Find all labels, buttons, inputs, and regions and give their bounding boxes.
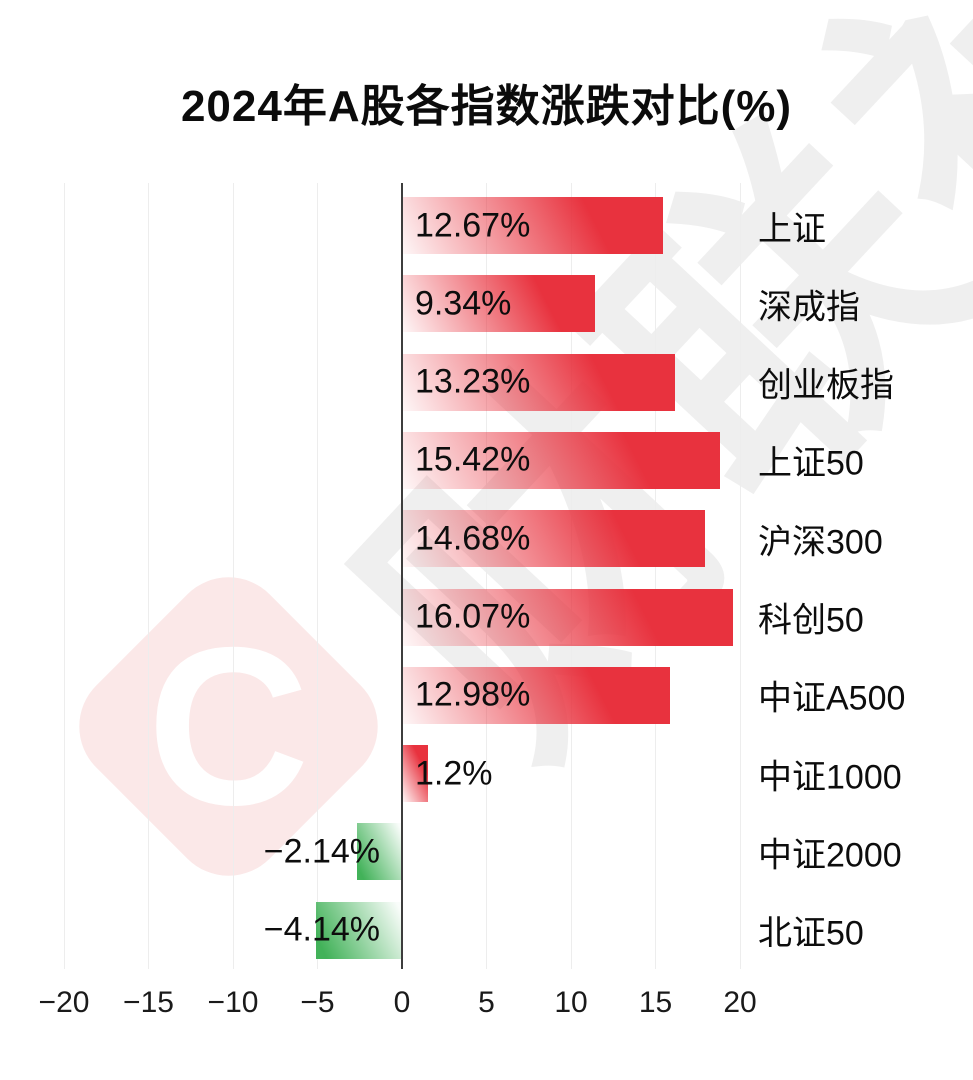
value-label: −4.14%	[263, 910, 380, 949]
value-label: 15.42%	[415, 440, 531, 479]
x-tick-label: 15	[638, 986, 673, 1019]
x-tick-label: −5	[300, 986, 335, 1019]
bar-segment	[403, 666, 670, 724]
category-label: 科创50	[758, 601, 864, 640]
gridline	[739, 183, 741, 969]
value-label: 1.2%	[415, 754, 493, 793]
value-label: −2.14%	[263, 832, 380, 871]
zero-axis-line	[401, 183, 403, 969]
category-label: 上证	[758, 210, 826, 248]
category-label: 上证50	[758, 444, 864, 483]
value-label: 12.98%	[415, 675, 531, 714]
x-tick-label: −15	[123, 986, 174, 1019]
value-label: 12.67%	[415, 206, 531, 244]
gridline	[317, 183, 318, 969]
gridline	[486, 183, 487, 969]
x-tick-label: 10	[554, 986, 588, 1019]
gridline	[63, 183, 65, 969]
category-label: 中证A500	[758, 679, 906, 718]
category-label: 中证2000	[758, 836, 902, 875]
value-label: 14.68%	[415, 519, 531, 558]
x-tick-label: 5	[478, 986, 495, 1019]
category-label: 沪深300	[758, 523, 883, 562]
x-tick-label: 0	[393, 986, 411, 1019]
x-tick-label: 20	[723, 986, 757, 1019]
bar-segment	[403, 745, 428, 803]
bar-segment	[403, 431, 720, 489]
category-label: 创业板指	[758, 366, 894, 405]
bar-segment	[403, 510, 705, 568]
gridline	[232, 183, 234, 969]
category-label: 深成指	[758, 288, 860, 327]
bar-segment	[403, 197, 664, 254]
bar-segment	[315, 901, 401, 959]
bar-segment	[357, 823, 401, 881]
bar-segment	[403, 588, 734, 646]
x-tick-label: −20	[38, 986, 90, 1019]
gridline	[148, 183, 149, 969]
value-label: 9.34%	[415, 284, 512, 323]
gridline	[655, 183, 656, 969]
chart-title: 2024年A股各指数涨跌对比(%)	[180, 82, 793, 131]
bar-segment	[403, 275, 595, 333]
category-label: 中证1000	[758, 758, 902, 797]
bar-segment	[403, 353, 675, 411]
value-label: 13.23%	[415, 362, 531, 401]
gridline	[570, 183, 572, 969]
value-label: 16.07%	[415, 597, 531, 636]
x-tick-label: −10	[207, 986, 259, 1019]
category-label: 北证50	[758, 914, 864, 953]
